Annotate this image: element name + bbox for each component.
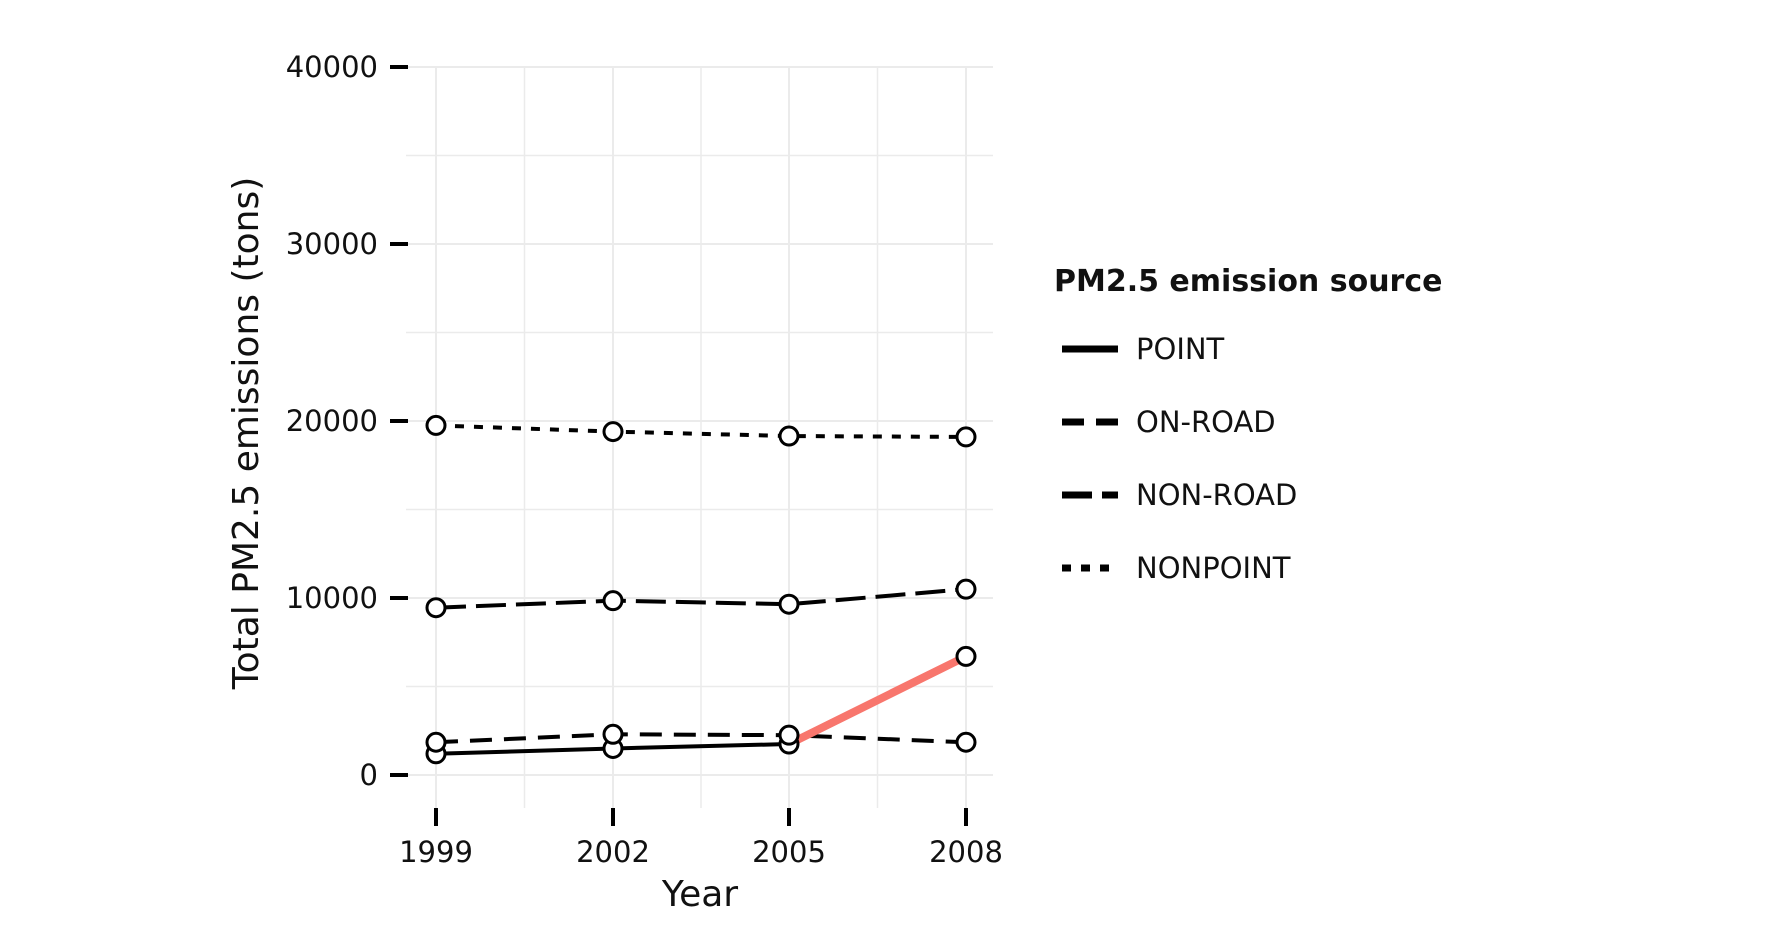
data-point <box>955 426 977 448</box>
legend-label: ON-ROAD <box>1136 405 1276 439</box>
legend-label: POINT <box>1136 332 1225 366</box>
x-axis-title: Year <box>661 874 738 915</box>
data-point <box>778 724 800 746</box>
data-point <box>602 421 624 443</box>
series-line <box>435 587 967 610</box>
data-point <box>425 414 447 436</box>
legend-label: NON-ROAD <box>1136 478 1297 512</box>
highlight-segment <box>785 652 970 749</box>
data-point <box>955 578 977 600</box>
series-line <box>435 732 967 745</box>
legend: PM2.5 emission source POINT ON-ROAD NON-RO… <box>1054 264 1442 585</box>
data-point <box>955 731 977 753</box>
y-axis-title: Total PM2.5 emissions (tons) <box>226 177 267 691</box>
data-point <box>955 645 977 667</box>
data-point <box>778 593 800 615</box>
x-tick-label: 1999 <box>399 835 473 869</box>
x-tick-label: 2005 <box>752 835 826 869</box>
data-point <box>602 590 624 612</box>
y-tick-label: 20000 <box>286 404 378 438</box>
y-axis: 0 10000 20000 30000 40000 <box>286 50 408 792</box>
legend-label: NONPOINT <box>1136 551 1291 585</box>
highlight-layer <box>785 652 970 749</box>
grid <box>406 66 993 808</box>
data-point <box>425 731 447 753</box>
series-line <box>435 423 967 439</box>
y-tick-label: 10000 <box>286 581 378 615</box>
data-point <box>425 597 447 619</box>
y-tick-label: 0 <box>360 758 378 792</box>
data-point <box>602 723 624 745</box>
y-tick-label: 30000 <box>286 227 378 261</box>
x-axis: 1999 2002 2005 2008 <box>399 808 1003 869</box>
data-point <box>778 425 800 447</box>
x-tick-label: 2008 <box>929 835 1003 869</box>
points-layer <box>425 414 977 765</box>
y-tick-label: 40000 <box>286 50 378 84</box>
legend-title: PM2.5 emission source <box>1054 264 1442 299</box>
x-tick-label: 2002 <box>576 835 650 869</box>
